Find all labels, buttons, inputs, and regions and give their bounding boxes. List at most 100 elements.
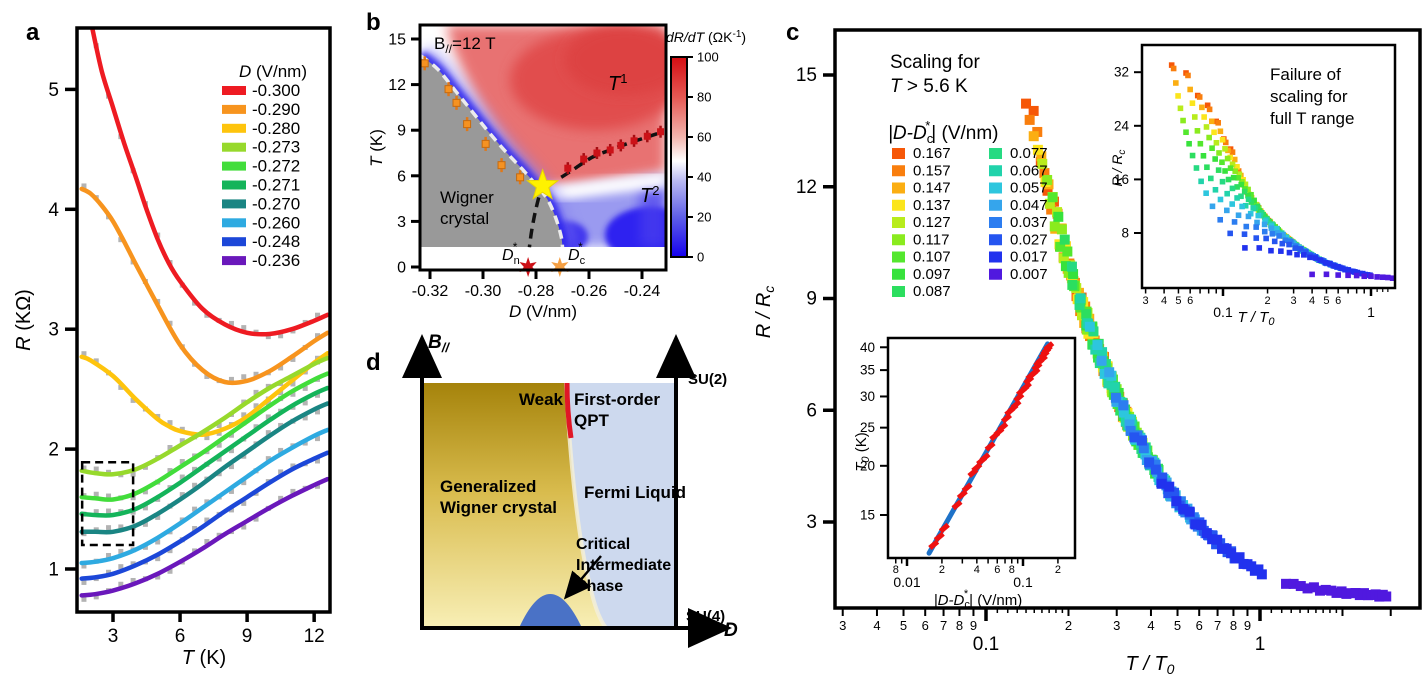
su4-label: SU(4) [686,608,725,625]
panel-b-label: b [366,9,381,36]
panel-c-legend-title: |D-Dc*| (V/nm) [888,118,999,146]
svg-text:-0.260: -0.260 [252,213,300,232]
panel-c-frame [833,28,1422,610]
svg-text:0.077: 0.077 [1010,145,1048,162]
panel-c-x-axis-title: T / T0 [1126,653,1175,677]
svg-text:24: 24 [1114,118,1130,133]
svg-text:4: 4 [873,618,880,633]
svg-text:6: 6 [1187,295,1193,307]
svg-text:-0.30: -0.30 [465,283,502,300]
svg-text:8: 8 [1009,564,1015,576]
svg-text:3: 3 [839,618,846,633]
svg-text:0.1: 0.1 [1013,574,1033,590]
first-order-label: First-order [574,390,660,409]
svg-text:32: 32 [1114,65,1129,80]
svg-text:-0.270: -0.270 [252,194,300,213]
cip-arrow [563,555,602,600]
svg-text:0.037: 0.037 [1010,214,1048,231]
dn-star-label: Dn* [502,240,520,267]
svg-text:-0.26: -0.26 [571,283,608,300]
svg-text:15: 15 [388,32,406,49]
svg-text:3: 3 [48,320,59,341]
panel-a-legend-title: D (V/nm) [239,62,307,81]
cip-label-line2: Intermediate [576,557,671,574]
svg-text:1: 1 [1255,634,1266,655]
svg-text:0.137: 0.137 [913,197,951,214]
svg-text:-0.280: -0.280 [252,119,300,138]
svg-text:3: 3 [108,626,119,647]
svg-text:6: 6 [922,618,929,633]
svg-text:12: 12 [304,626,325,647]
panel-a-label: a [26,19,40,46]
panel-a-y-axis-title: R (KΩ) [13,289,35,351]
panel-b-ticks: -0.32 -0.30 -0.28 -0.26 -0.24 0 3 6 9 12 15 [388,32,660,301]
fermi-liquid-region [566,383,676,628]
first-order-qpt-line [564,382,574,439]
t-quadratic-label: T2 [640,183,659,207]
svg-text:4: 4 [1309,295,1315,307]
gwc-label-line2: Wigner crystal [440,498,557,517]
svg-text:-0.236: -0.236 [252,251,300,270]
svg-text:7: 7 [940,618,947,633]
svg-text:5: 5 [1175,295,1181,307]
svg-text:0.107: 0.107 [913,249,951,266]
svg-text:40: 40 [860,340,875,355]
wigner-crystal-label2: crystal [440,209,489,228]
panel-d: d B// D SU(2) SU(4) Weak First-order QPT… [366,332,738,648]
dc-star-label: Dc* [568,240,586,267]
t0-inset-x-title: |D-Dc*| (V/nm) [934,588,1022,611]
svg-text:0.017: 0.017 [1010,249,1048,266]
svg-text:0.127: 0.127 [913,214,951,231]
svg-text:-0.28: -0.28 [518,283,555,300]
svg-text:0.1: 0.1 [1213,304,1233,320]
t-linear-label: T1 [608,71,627,95]
panel-b: b -0.32 -0.30 -0.28 -0.26 -0.24 0 3 6 9 12 15 B//=… [366,9,746,321]
svg-text:6: 6 [1335,295,1341,307]
svg-text:20: 20 [697,210,711,225]
svg-text:4: 4 [48,200,59,221]
failure-note-line3: full T range [1270,109,1354,128]
scaling-note-line1: Scaling for [890,52,980,73]
svg-text:60: 60 [697,130,711,145]
svg-text:0.007: 0.007 [1010,266,1048,283]
qpt-label: QPT [574,411,610,430]
colorbar-title: dR/dT (ΩK-1) [666,29,746,45]
svg-text:-0.271: -0.271 [252,176,300,195]
scaling-note-line2: T > 5.6 K [890,76,968,97]
generalized-wigner-crystal-region [422,383,606,628]
svg-text:-0.24: -0.24 [624,283,661,300]
svg-text:4: 4 [974,564,980,576]
svg-text:2: 2 [48,440,59,461]
svg-text:6: 6 [994,564,1000,576]
svg-text:12: 12 [388,77,406,94]
critical-intermediate-phase-region [519,594,582,628]
svg-text:-0.273: -0.273 [252,138,300,157]
svg-text:25: 25 [860,420,875,435]
svg-text:3: 3 [1113,618,1120,633]
svg-text:8: 8 [893,564,899,576]
svg-text:0: 0 [397,260,406,277]
svg-text:0.027: 0.027 [1010,231,1048,248]
svg-text:35: 35 [860,363,875,378]
svg-text:0.117: 0.117 [913,231,949,248]
su2-label: SU(2) [688,371,727,388]
panel-b-heatmap [420,25,666,277]
svg-text:5: 5 [48,80,59,101]
svg-text:16: 16 [1114,172,1129,187]
t0-inset-plot [926,341,1055,556]
svg-text:9: 9 [242,626,253,647]
d-axis-label: D [724,620,738,641]
svg-text:0.067: 0.067 [1010,162,1048,179]
panel-c-legend: 0.1670.1570.1470.1370.1270.1170.1070.097… [892,145,1048,300]
svg-text:3: 3 [1143,295,1149,307]
svg-text:4: 4 [1147,618,1154,633]
cip-label-line1: Critical [576,536,630,553]
weak-label: Weak [519,390,564,409]
svg-text:15: 15 [796,65,817,86]
fermi-liquid-label: Fermi Liquid [584,483,686,502]
svg-text:80: 80 [697,90,711,105]
panel-c-y-axis-title: R / Rc [753,286,777,339]
